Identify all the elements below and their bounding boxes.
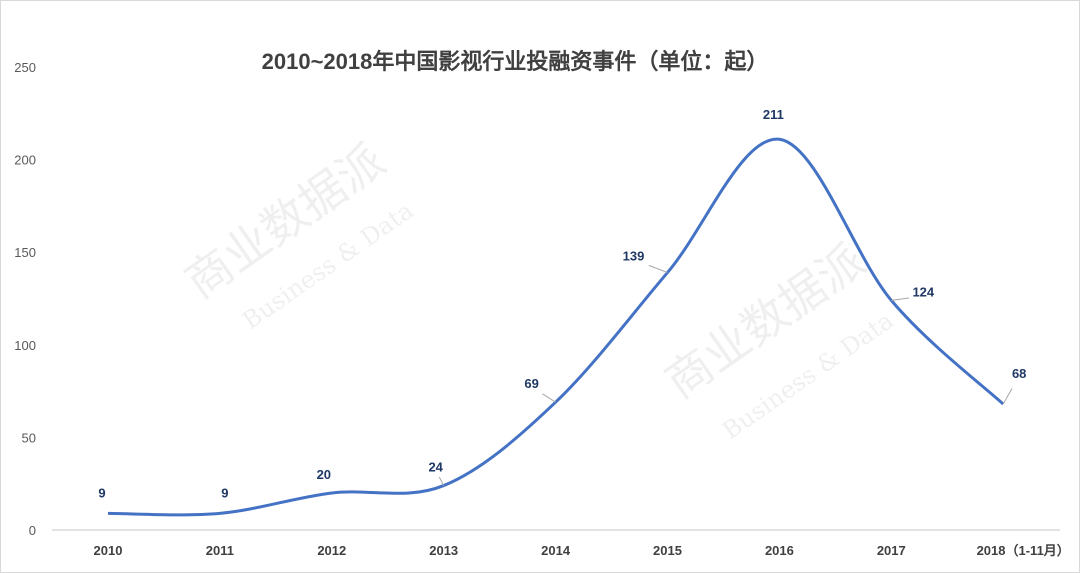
x-tick-label: 2017 — [877, 543, 906, 558]
leader-line — [648, 264, 668, 274]
data-label: 24 — [428, 460, 443, 475]
y-tick-label: 0 — [29, 523, 36, 538]
data-label: 69 — [524, 376, 538, 391]
data-label: 20 — [317, 467, 331, 482]
svg-text:商业数据派: 商业数据派 — [655, 233, 874, 409]
leader-line — [542, 393, 556, 403]
x-tick-label: 2010 — [94, 543, 123, 558]
chart-title: 2010~2018年中国影视行业投融资事件（单位：起） — [261, 49, 769, 74]
leader-line — [891, 297, 909, 301]
x-tick-label: 2015 — [653, 543, 682, 558]
y-tick-label: 250 — [14, 60, 36, 75]
leader-line — [438, 476, 445, 486]
data-label: 211 — [763, 107, 784, 122]
data-label: 68 — [1012, 366, 1026, 381]
y-tick-label: 50 — [22, 430, 36, 445]
x-tick-label: 2016 — [765, 543, 794, 558]
x-tick-label: 2012 — [317, 543, 346, 558]
y-tick-label: 200 — [14, 153, 36, 168]
watermark: 商业数据派 Business & Data 商业数据派 Business & D… — [175, 133, 898, 445]
data-label: 9 — [98, 485, 105, 500]
series-line — [107, 137, 1005, 517]
x-tick-label: 2018（1-11月） — [977, 543, 1070, 558]
x-tick-label: 2014 — [541, 543, 571, 558]
x-tick-label: 2011 — [206, 543, 234, 558]
data-label: 9 — [221, 485, 228, 500]
data-label: 139 — [623, 249, 645, 264]
data-label: 124 — [912, 284, 934, 299]
y-tick-label: 150 — [14, 245, 36, 260]
x-tick-label: 2013 — [429, 543, 458, 558]
y-tick-label: 100 — [14, 338, 36, 353]
leader-line — [1002, 388, 1013, 405]
